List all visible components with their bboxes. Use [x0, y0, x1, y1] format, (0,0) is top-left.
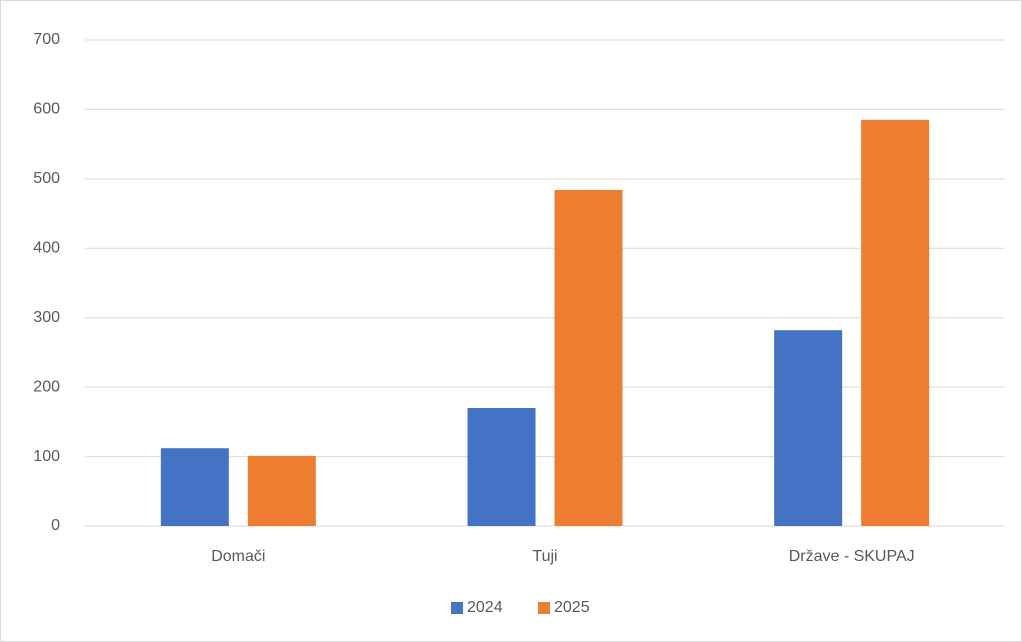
y-tick-label: 300: [33, 309, 60, 326]
bar: [554, 189, 623, 527]
y-tick-label: 400: [33, 240, 60, 257]
bar: [774, 330, 843, 526]
x-tick-label: Tuji: [532, 548, 557, 565]
bar: [160, 448, 229, 526]
legend-swatch: [538, 602, 550, 614]
legend-swatch: [451, 602, 463, 614]
y-tick-label: 700: [33, 31, 60, 48]
legend-label: 2025: [554, 599, 590, 616]
bar: [861, 119, 930, 526]
x-tick-label: Države - SKUPAJ: [789, 548, 915, 565]
y-tick-label: 200: [33, 378, 60, 395]
x-tick-label: Domači: [211, 548, 265, 565]
y-tick-label: 0: [51, 517, 60, 534]
legend-label: 2024: [467, 599, 503, 616]
y-tick-label: 600: [33, 101, 60, 118]
y-tick-label: 100: [33, 448, 60, 465]
y-tick-label: 500: [33, 170, 60, 187]
bar: [467, 407, 536, 526]
bar: [247, 455, 316, 526]
